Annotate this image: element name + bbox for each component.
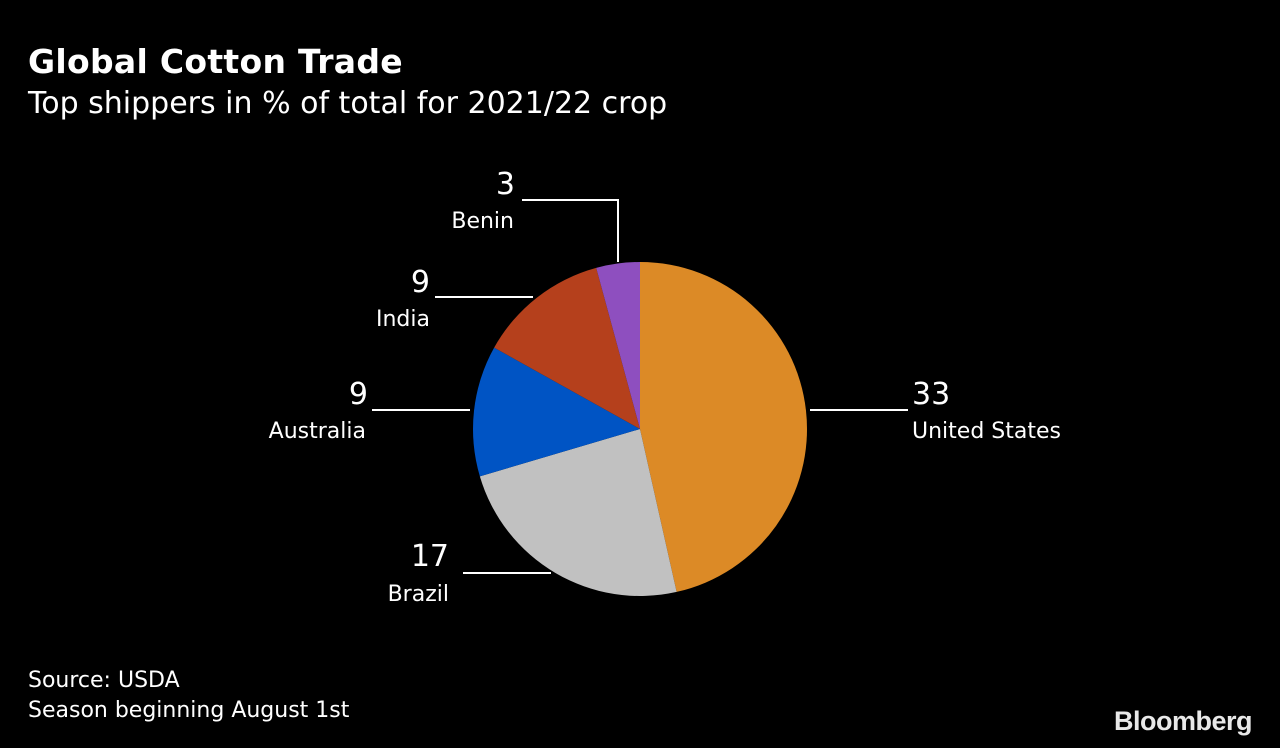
value-label: 9	[411, 265, 430, 300]
slice-name-label: Australia	[269, 419, 366, 444]
value-label: 17	[411, 539, 449, 574]
value-label: 33	[912, 377, 950, 412]
pie-slice-brazil	[479, 429, 677, 597]
slice-name-label: United States	[912, 419, 1061, 444]
chart-title: Global Cotton Trade	[28, 42, 403, 81]
leader-line	[522, 199, 619, 262]
season-note: Season beginning August 1st	[28, 698, 350, 723]
pie-slice-benin	[596, 262, 640, 429]
pie-slice-united-states	[640, 262, 808, 592]
value-label: 9	[349, 377, 368, 412]
source-note: Source: USDA	[28, 668, 180, 693]
slice-name-label: Benin	[451, 209, 514, 234]
value-label: 3	[496, 167, 515, 202]
pie-slice-india	[494, 267, 640, 429]
slice-name-label: India	[376, 307, 430, 332]
pie-slice-australia	[473, 347, 640, 477]
slice-name-label: Brazil	[388, 582, 449, 607]
bloomberg-logo: Bloomberg	[1113, 706, 1253, 736]
chart-subtitle: Top shippers in % of total for 2021/22 c…	[28, 86, 668, 121]
